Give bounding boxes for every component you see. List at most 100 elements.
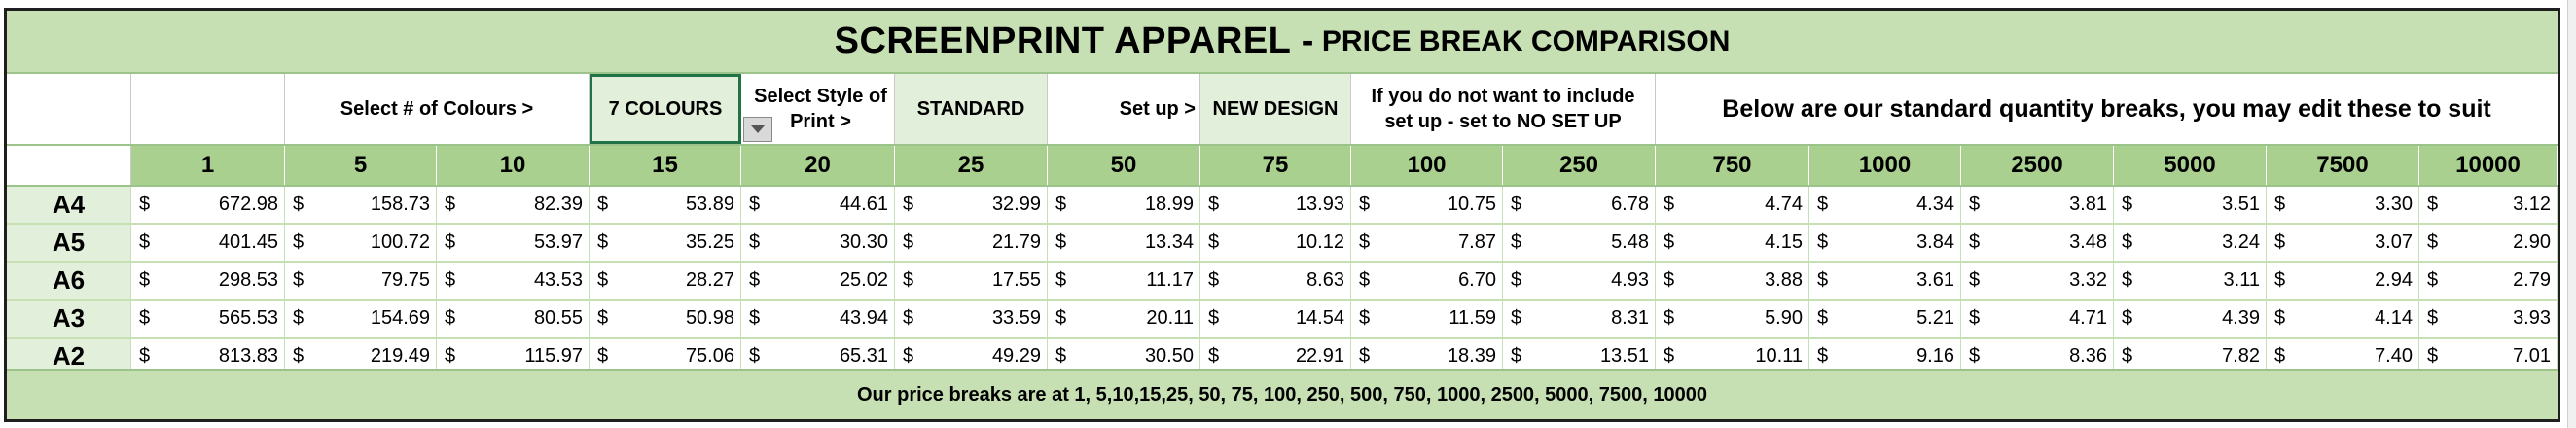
- price-cell[interactable]: $17.55: [895, 263, 1048, 299]
- quantity-header[interactable]: 750: [1656, 146, 1809, 185]
- price-cell[interactable]: $5.21: [1809, 301, 1961, 337]
- price-cell[interactable]: $8.31: [1503, 301, 1656, 337]
- price-cell[interactable]: $18.99: [1048, 187, 1200, 223]
- price-cell[interactable]: $3.88: [1656, 263, 1809, 299]
- price-cell[interactable]: $3.30: [2267, 187, 2419, 223]
- price-cell[interactable]: $3.93: [2419, 301, 2558, 337]
- quantity-header[interactable]: 250: [1503, 146, 1656, 185]
- price-cell[interactable]: $49.29: [895, 339, 1048, 374]
- price-cell[interactable]: $4.93: [1503, 263, 1656, 299]
- price-cell[interactable]: $7.01: [2419, 339, 2558, 374]
- price-cell[interactable]: $20.11: [1048, 301, 1200, 337]
- price-cell[interactable]: $43.94: [741, 301, 895, 337]
- price-cell[interactable]: $3.61: [1809, 263, 1961, 299]
- style-select[interactable]: STANDARD: [895, 74, 1048, 144]
- price-cell[interactable]: $44.61: [741, 187, 895, 223]
- price-cell[interactable]: $100.72: [285, 225, 437, 261]
- price-cell[interactable]: $813.83: [131, 339, 285, 374]
- price-cell[interactable]: $82.39: [437, 187, 590, 223]
- price-cell[interactable]: $115.97: [437, 339, 590, 374]
- dropdown-arrow-icon[interactable]: [743, 117, 772, 142]
- price-cell[interactable]: $30.30: [741, 225, 895, 261]
- price-cell[interactable]: $154.69: [285, 301, 437, 337]
- price-cell[interactable]: $22.91: [1200, 339, 1351, 374]
- price-cell[interactable]: $14.54: [1200, 301, 1351, 337]
- price-cell[interactable]: $10.11: [1656, 339, 1809, 374]
- price-cell[interactable]: $565.53: [131, 301, 285, 337]
- price-cell[interactable]: $6.78: [1503, 187, 1656, 223]
- quantity-header[interactable]: 50: [1048, 146, 1200, 185]
- price-cell[interactable]: $4.74: [1656, 187, 1809, 223]
- price-cell[interactable]: $219.49: [285, 339, 437, 374]
- quantity-header[interactable]: 25: [895, 146, 1048, 185]
- quantity-header[interactable]: 15: [590, 146, 741, 185]
- price-cell[interactable]: $53.97: [437, 225, 590, 261]
- quantity-header[interactable]: 10000: [2419, 146, 2558, 185]
- price-cell[interactable]: $401.45: [131, 225, 285, 261]
- quantity-header[interactable]: 5: [285, 146, 437, 185]
- price-cell[interactable]: $10.12: [1200, 225, 1351, 261]
- price-cell[interactable]: $3.32: [1961, 263, 2114, 299]
- price-cell[interactable]: $13.51: [1503, 339, 1656, 374]
- price-cell[interactable]: $4.71: [1961, 301, 2114, 337]
- quantity-header[interactable]: 7500: [2267, 146, 2419, 185]
- quantity-header[interactable]: 1000: [1809, 146, 1961, 185]
- setup-select[interactable]: NEW DESIGN: [1200, 74, 1351, 144]
- price-cell[interactable]: $4.15: [1656, 225, 1809, 261]
- price-cell[interactable]: $3.51: [2114, 187, 2267, 223]
- price-cell[interactable]: $80.55: [437, 301, 590, 337]
- price-cell[interactable]: $18.39: [1351, 339, 1503, 374]
- price-cell[interactable]: $7.82: [2114, 339, 2267, 374]
- price-cell[interactable]: $3.07: [2267, 225, 2419, 261]
- quantity-header[interactable]: 20: [741, 146, 895, 185]
- price-cell[interactable]: $65.31: [741, 339, 895, 374]
- quantity-header[interactable]: 5000: [2114, 146, 2267, 185]
- price-cell[interactable]: $35.25: [590, 225, 741, 261]
- price-cell[interactable]: $5.48: [1503, 225, 1656, 261]
- quantity-header[interactable]: 75: [1200, 146, 1351, 185]
- quantity-header[interactable]: 10: [437, 146, 590, 185]
- price-cell[interactable]: $3.84: [1809, 225, 1961, 261]
- price-cell[interactable]: $3.24: [2114, 225, 2267, 261]
- price-cell[interactable]: $672.98: [131, 187, 285, 223]
- price-cell[interactable]: $298.53: [131, 263, 285, 299]
- price-cell[interactable]: $50.98: [590, 301, 741, 337]
- price-cell[interactable]: $9.16: [1809, 339, 1961, 374]
- price-cell[interactable]: $2.94: [2267, 263, 2419, 299]
- price-cell[interactable]: $8.36: [1961, 339, 2114, 374]
- quantity-header[interactable]: 100: [1351, 146, 1503, 185]
- price-cell[interactable]: $33.59: [895, 301, 1048, 337]
- price-cell[interactable]: $32.99: [895, 187, 1048, 223]
- price-cell[interactable]: $2.90: [2419, 225, 2558, 261]
- price-cell[interactable]: $158.73: [285, 187, 437, 223]
- price-cell[interactable]: $4.34: [1809, 187, 1961, 223]
- price-cell[interactable]: $3.48: [1961, 225, 2114, 261]
- price-cell[interactable]: $13.93: [1200, 187, 1351, 223]
- price-cell[interactable]: $6.70: [1351, 263, 1503, 299]
- price-cell[interactable]: $28.27: [590, 263, 741, 299]
- colours-select[interactable]: 7 COLOURS: [590, 74, 741, 144]
- price-cell[interactable]: $25.02: [741, 263, 895, 299]
- vertical-scrollbar[interactable]: [2567, 0, 2576, 428]
- price-cell[interactable]: $21.79: [895, 225, 1048, 261]
- price-cell[interactable]: $5.90: [1656, 301, 1809, 337]
- price-cell[interactable]: $11.17: [1048, 263, 1200, 299]
- price-cell[interactable]: $4.14: [2267, 301, 2419, 337]
- price-cell[interactable]: $30.50: [1048, 339, 1200, 374]
- price-cell[interactable]: $2.79: [2419, 263, 2558, 299]
- price-cell[interactable]: $43.53: [437, 263, 590, 299]
- price-cell[interactable]: $13.34: [1048, 225, 1200, 261]
- price-cell[interactable]: $7.40: [2267, 339, 2419, 374]
- price-cell[interactable]: $4.39: [2114, 301, 2267, 337]
- price-cell[interactable]: $3.12: [2419, 187, 2558, 223]
- price-cell[interactable]: $75.06: [590, 339, 741, 374]
- price-cell[interactable]: $53.89: [590, 187, 741, 223]
- price-cell[interactable]: $3.11: [2114, 263, 2267, 299]
- quantity-header[interactable]: 1: [131, 146, 285, 185]
- quantity-header[interactable]: 2500: [1961, 146, 2114, 185]
- price-cell[interactable]: $3.81: [1961, 187, 2114, 223]
- price-cell[interactable]: $10.75: [1351, 187, 1503, 223]
- price-cell[interactable]: $7.87: [1351, 225, 1503, 261]
- price-cell[interactable]: $8.63: [1200, 263, 1351, 299]
- price-cell[interactable]: $79.75: [285, 263, 437, 299]
